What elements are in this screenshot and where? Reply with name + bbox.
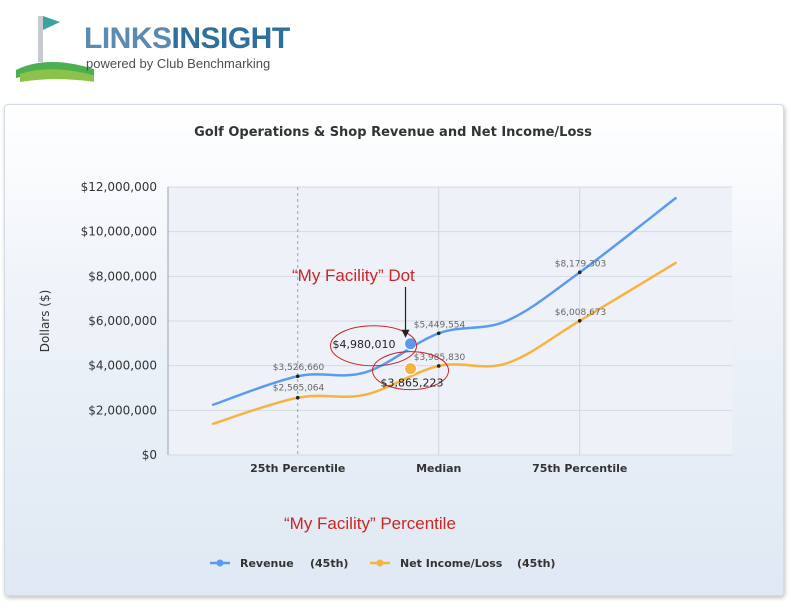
data-point (436, 364, 441, 368)
brand-name: LINKSINSIGHT (84, 22, 290, 56)
legend-percentile: (45th) (517, 557, 555, 570)
y-axis-label: Dollars ($) (38, 290, 52, 353)
my-facility-dot-annotation: “My Facility” Dot (292, 266, 415, 285)
data-point (577, 270, 582, 275)
legend-label: Net Income/Loss (400, 557, 503, 570)
brand-name-part1: LINKS (84, 22, 172, 55)
data-label: $3,526,660 (273, 363, 325, 373)
legend-label: Revenue (240, 557, 294, 570)
data-point (577, 319, 582, 323)
y-tick-label: $12,000,000 (81, 180, 157, 194)
my-facility-highlight-ring (372, 351, 450, 391)
data-label: $8,179,303 (555, 259, 607, 269)
brand-tagline: powered by Club Benchmarking (86, 56, 271, 71)
links-insight-logo: LINKSINSIGHT powered by Club Benchmarkin… (14, 8, 304, 92)
my-facility-value-label: $3,865,223 (381, 377, 444, 390)
legend-swatch-dot (216, 559, 224, 567)
y-tick-label: $8,000,000 (88, 269, 157, 283)
data-label: $5,449,554 (414, 320, 466, 330)
data-point (295, 374, 300, 379)
data-point (295, 395, 300, 400)
data-label: $6,008,673 (555, 308, 607, 318)
y-tick-label: $4,000,000 (88, 359, 157, 373)
my-facility-value-label: $4,980,010 (333, 338, 396, 351)
y-tick-label: $2,000,000 (88, 403, 157, 417)
my-facility-percentile-annotation: “My Facility” Percentile (284, 514, 456, 533)
x-tick-label: 25th Percentile (250, 462, 345, 475)
y-tick-label: $0 (142, 448, 157, 462)
y-tick-label: $10,000,000 (81, 225, 157, 239)
x-tick-label: 75th Percentile (532, 462, 627, 475)
chart-title: Golf Operations & Shop Revenue and Net I… (194, 125, 592, 140)
legend-swatch-dot (376, 559, 384, 567)
data-point (436, 331, 441, 336)
legend-percentile: (45th) (310, 557, 348, 570)
data-label: $2,565,064 (273, 384, 325, 394)
my-facility-dot (404, 362, 418, 376)
annotation-arrow-head (401, 329, 410, 338)
x-tick-label: Median (416, 462, 461, 475)
golf-flag-icon (16, 16, 94, 82)
y-tick-label: $6,000,000 (88, 314, 157, 328)
brand-name-part2: INSIGHT (171, 22, 291, 55)
